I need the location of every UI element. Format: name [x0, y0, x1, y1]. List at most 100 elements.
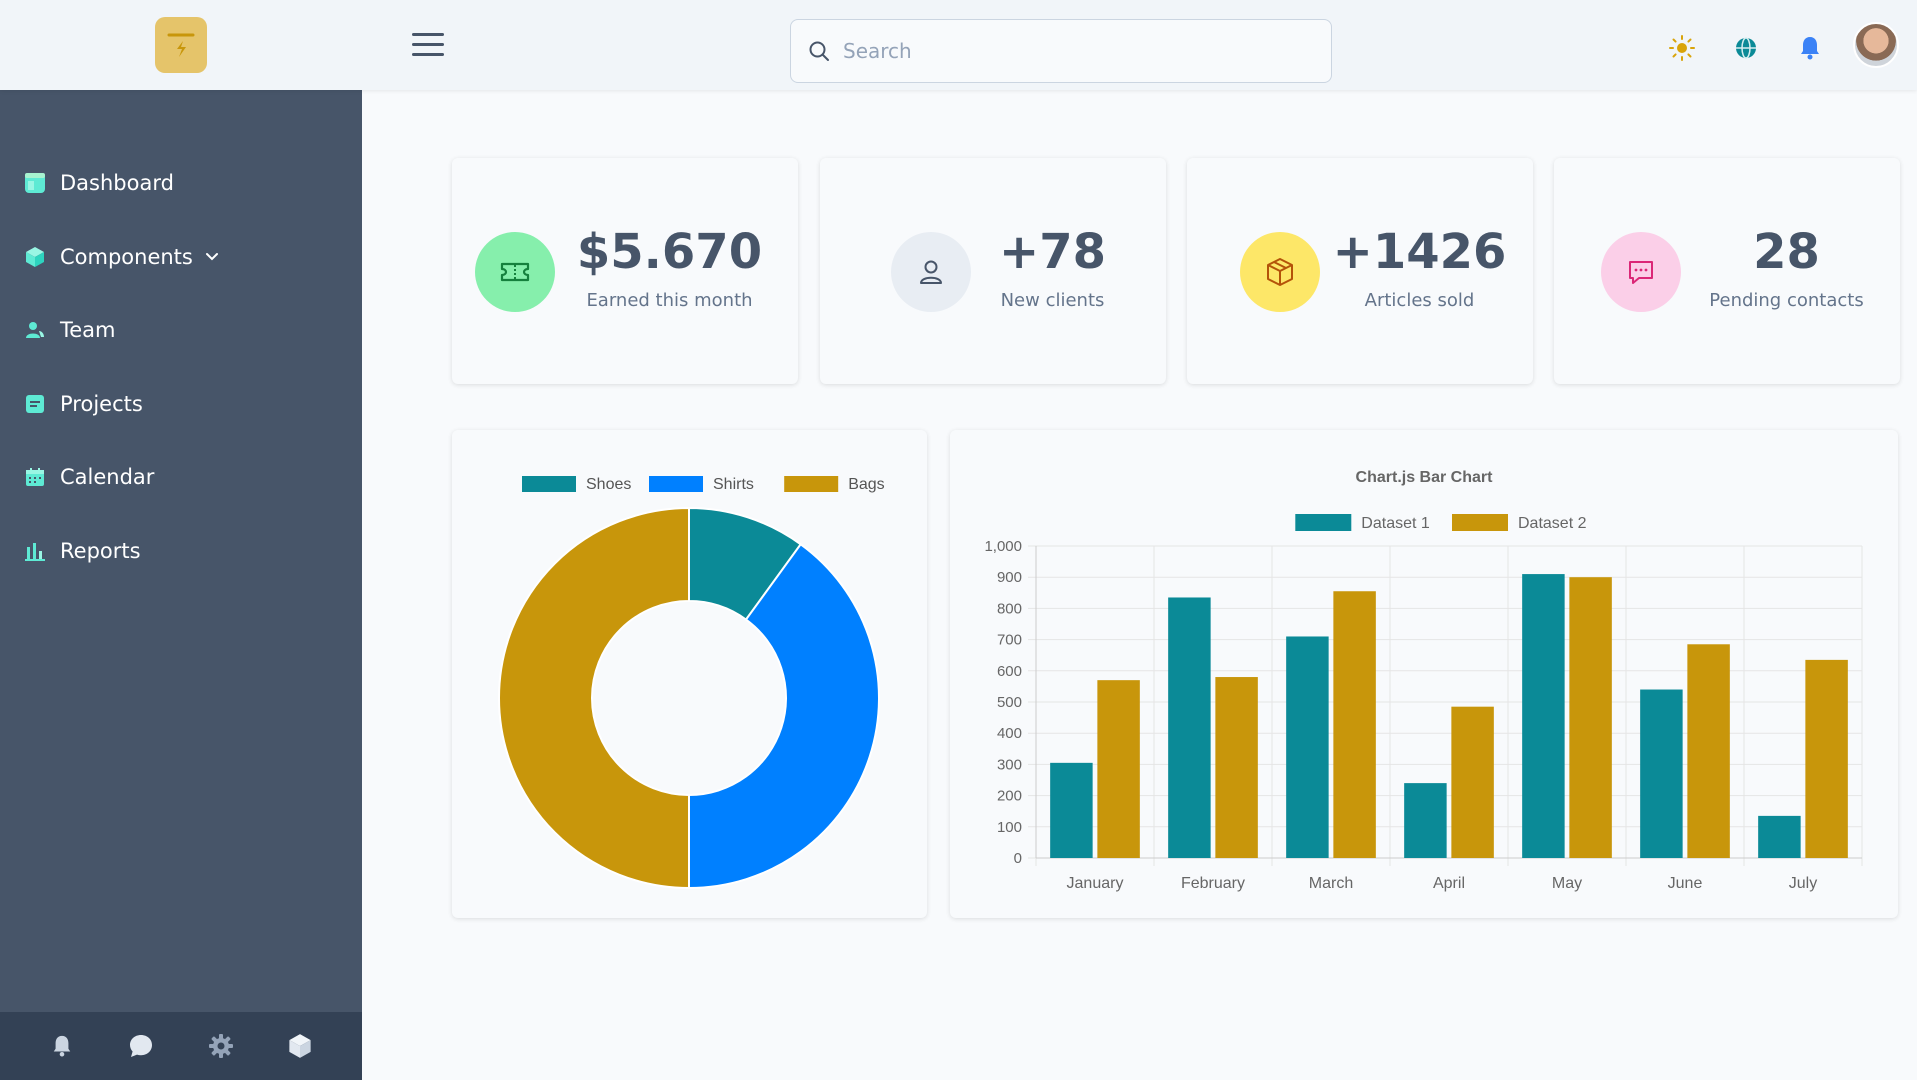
stat-value: 28	[1753, 224, 1820, 280]
bar-dataset-2-march	[1333, 591, 1376, 858]
bell-icon	[53, 1035, 70, 1057]
bar-dataset-2-july	[1805, 659, 1848, 858]
doughnut-chart-card: Shoes Shirts Bags	[452, 430, 927, 918]
doughnut-slice-bags	[498, 506, 690, 890]
theme-toggle-button[interactable]	[1665, 31, 1699, 65]
sun-icon	[1669, 35, 1695, 61]
legend-swatch	[1295, 514, 1352, 531]
footer-notifications-button[interactable]	[47, 1031, 77, 1061]
stat-label: Pending contacts	[1709, 290, 1864, 311]
stat-card-articles: +1426 Articles sold	[1187, 158, 1533, 384]
bar-dataset-1-february	[1168, 597, 1211, 858]
legend-label: Dataset 1	[1361, 515, 1430, 532]
sidebar-item-team[interactable]: Team	[0, 309, 362, 351]
x-tick-label: March	[1309, 875, 1353, 892]
stat-label: New clients	[1000, 290, 1105, 311]
stat-icon-circle	[1240, 232, 1320, 312]
y-tick-label: 1,000	[984, 538, 1022, 555]
user-icon	[920, 260, 942, 284]
y-tick-label: 600	[997, 663, 1022, 680]
x-tick-label: January	[1067, 875, 1124, 892]
footer-settings-button[interactable]	[206, 1031, 236, 1061]
search-input[interactable]	[843, 39, 1303, 63]
sidebar-item-components[interactable]: Components	[0, 236, 362, 278]
reports-icon	[25, 542, 45, 561]
dashboard-icon	[25, 173, 45, 193]
cube-icon	[26, 246, 44, 267]
stat-card-contacts: 28 Pending contacts	[1554, 158, 1900, 384]
legend-swatch	[1452, 514, 1508, 531]
bar-dataset-1-january	[1050, 762, 1093, 858]
x-tick-label: April	[1433, 875, 1465, 892]
top-bar	[0, 0, 1917, 90]
y-tick-label: 500	[997, 694, 1022, 711]
team-icon	[26, 322, 44, 339]
sidebar-item-reports[interactable]: Reports	[0, 530, 362, 572]
bell-icon	[1801, 37, 1819, 60]
sidebar-item-label: Components	[60, 244, 193, 269]
footer-package-button[interactable]	[285, 1031, 315, 1061]
bar-chart: Chart.js Bar Chart Dataset 1 Dataset 2 0 100…	[984, 469, 1863, 892]
sidebar-item-label: Dashboard	[60, 171, 174, 195]
sidebar-footer	[0, 1012, 362, 1080]
sidebar: Dashboard Components	[0, 90, 362, 1080]
legend-label: Shirts	[713, 476, 754, 493]
x-tick-label: May	[1552, 875, 1582, 892]
doughnut-slice-shirts	[688, 542, 880, 890]
legend-swatch	[649, 476, 703, 492]
y-tick-label: 100	[997, 819, 1022, 836]
bar-dataset-2-june	[1687, 644, 1730, 858]
bar-dataset-1-march	[1286, 636, 1329, 858]
stat-value: +1426	[1332, 224, 1507, 280]
x-tick-label: June	[1668, 875, 1703, 892]
chevron-down-icon	[205, 253, 218, 261]
stat-label: Earned this month	[586, 290, 753, 311]
projects-icon	[26, 394, 44, 413]
sidebar-item-label: Team	[60, 318, 116, 343]
sidebar-item-label: Projects	[60, 391, 143, 416]
chat-icon	[130, 1035, 153, 1057]
bar-dataset-2-may	[1569, 577, 1612, 858]
y-tick-label: 300	[997, 756, 1022, 773]
bar-dataset-1-april	[1404, 783, 1447, 858]
chart-title: Chart.js Bar Chart	[1356, 469, 1494, 486]
sidebar-item-label: Reports	[60, 538, 141, 563]
chat-bubble-icon	[1629, 261, 1653, 284]
stat-value: $5.670	[576, 224, 763, 280]
stat-card-earnings: $5.670 Earned this month	[452, 158, 798, 384]
footer-chat-button[interactable]	[126, 1031, 156, 1061]
bar-dataset-2-february	[1215, 677, 1258, 858]
ticket-icon	[500, 262, 530, 282]
search-box[interactable]	[790, 19, 1332, 83]
sidebar-item-projects[interactable]: Projects	[0, 383, 362, 425]
legend-label: Bags	[848, 476, 884, 493]
y-tick-label: 700	[997, 632, 1022, 649]
bar-dataset-1-july	[1758, 815, 1801, 858]
lightning-icon	[167, 33, 195, 57]
app-logo[interactable]	[155, 17, 207, 73]
sidebar-item-calendar[interactable]: Calendar	[0, 456, 362, 498]
bar-dataset-2-april	[1451, 706, 1494, 858]
legend-label: Shoes	[586, 476, 631, 493]
bar-chart-card: Chart.js Bar Chart Dataset 1 Dataset 2 0 100…	[950, 430, 1898, 918]
y-tick-label: 800	[997, 600, 1022, 617]
stat-icon-circle	[891, 232, 971, 312]
globe-icon	[1736, 37, 1756, 59]
menu-toggle-button[interactable]	[412, 33, 444, 57]
y-tick-label: 900	[997, 569, 1022, 586]
user-avatar[interactable]	[1853, 22, 1899, 68]
x-tick-label: February	[1181, 875, 1245, 892]
legend-label: Dataset 2	[1518, 515, 1587, 532]
gear-icon	[208, 1034, 233, 1058]
notifications-button[interactable]	[1793, 31, 1827, 65]
y-tick-label: 400	[997, 725, 1022, 742]
sidebar-item-label: Calendar	[60, 465, 155, 490]
language-button[interactable]	[1729, 31, 1763, 65]
stat-value: +78	[998, 224, 1106, 280]
legend-swatch	[522, 476, 576, 492]
y-tick-label: 0	[1014, 850, 1022, 867]
y-tick-label: 200	[997, 788, 1022, 805]
stat-icon-circle	[1601, 232, 1681, 312]
sidebar-item-dashboard[interactable]: Dashboard	[0, 162, 362, 204]
stat-icon-circle	[475, 232, 555, 312]
